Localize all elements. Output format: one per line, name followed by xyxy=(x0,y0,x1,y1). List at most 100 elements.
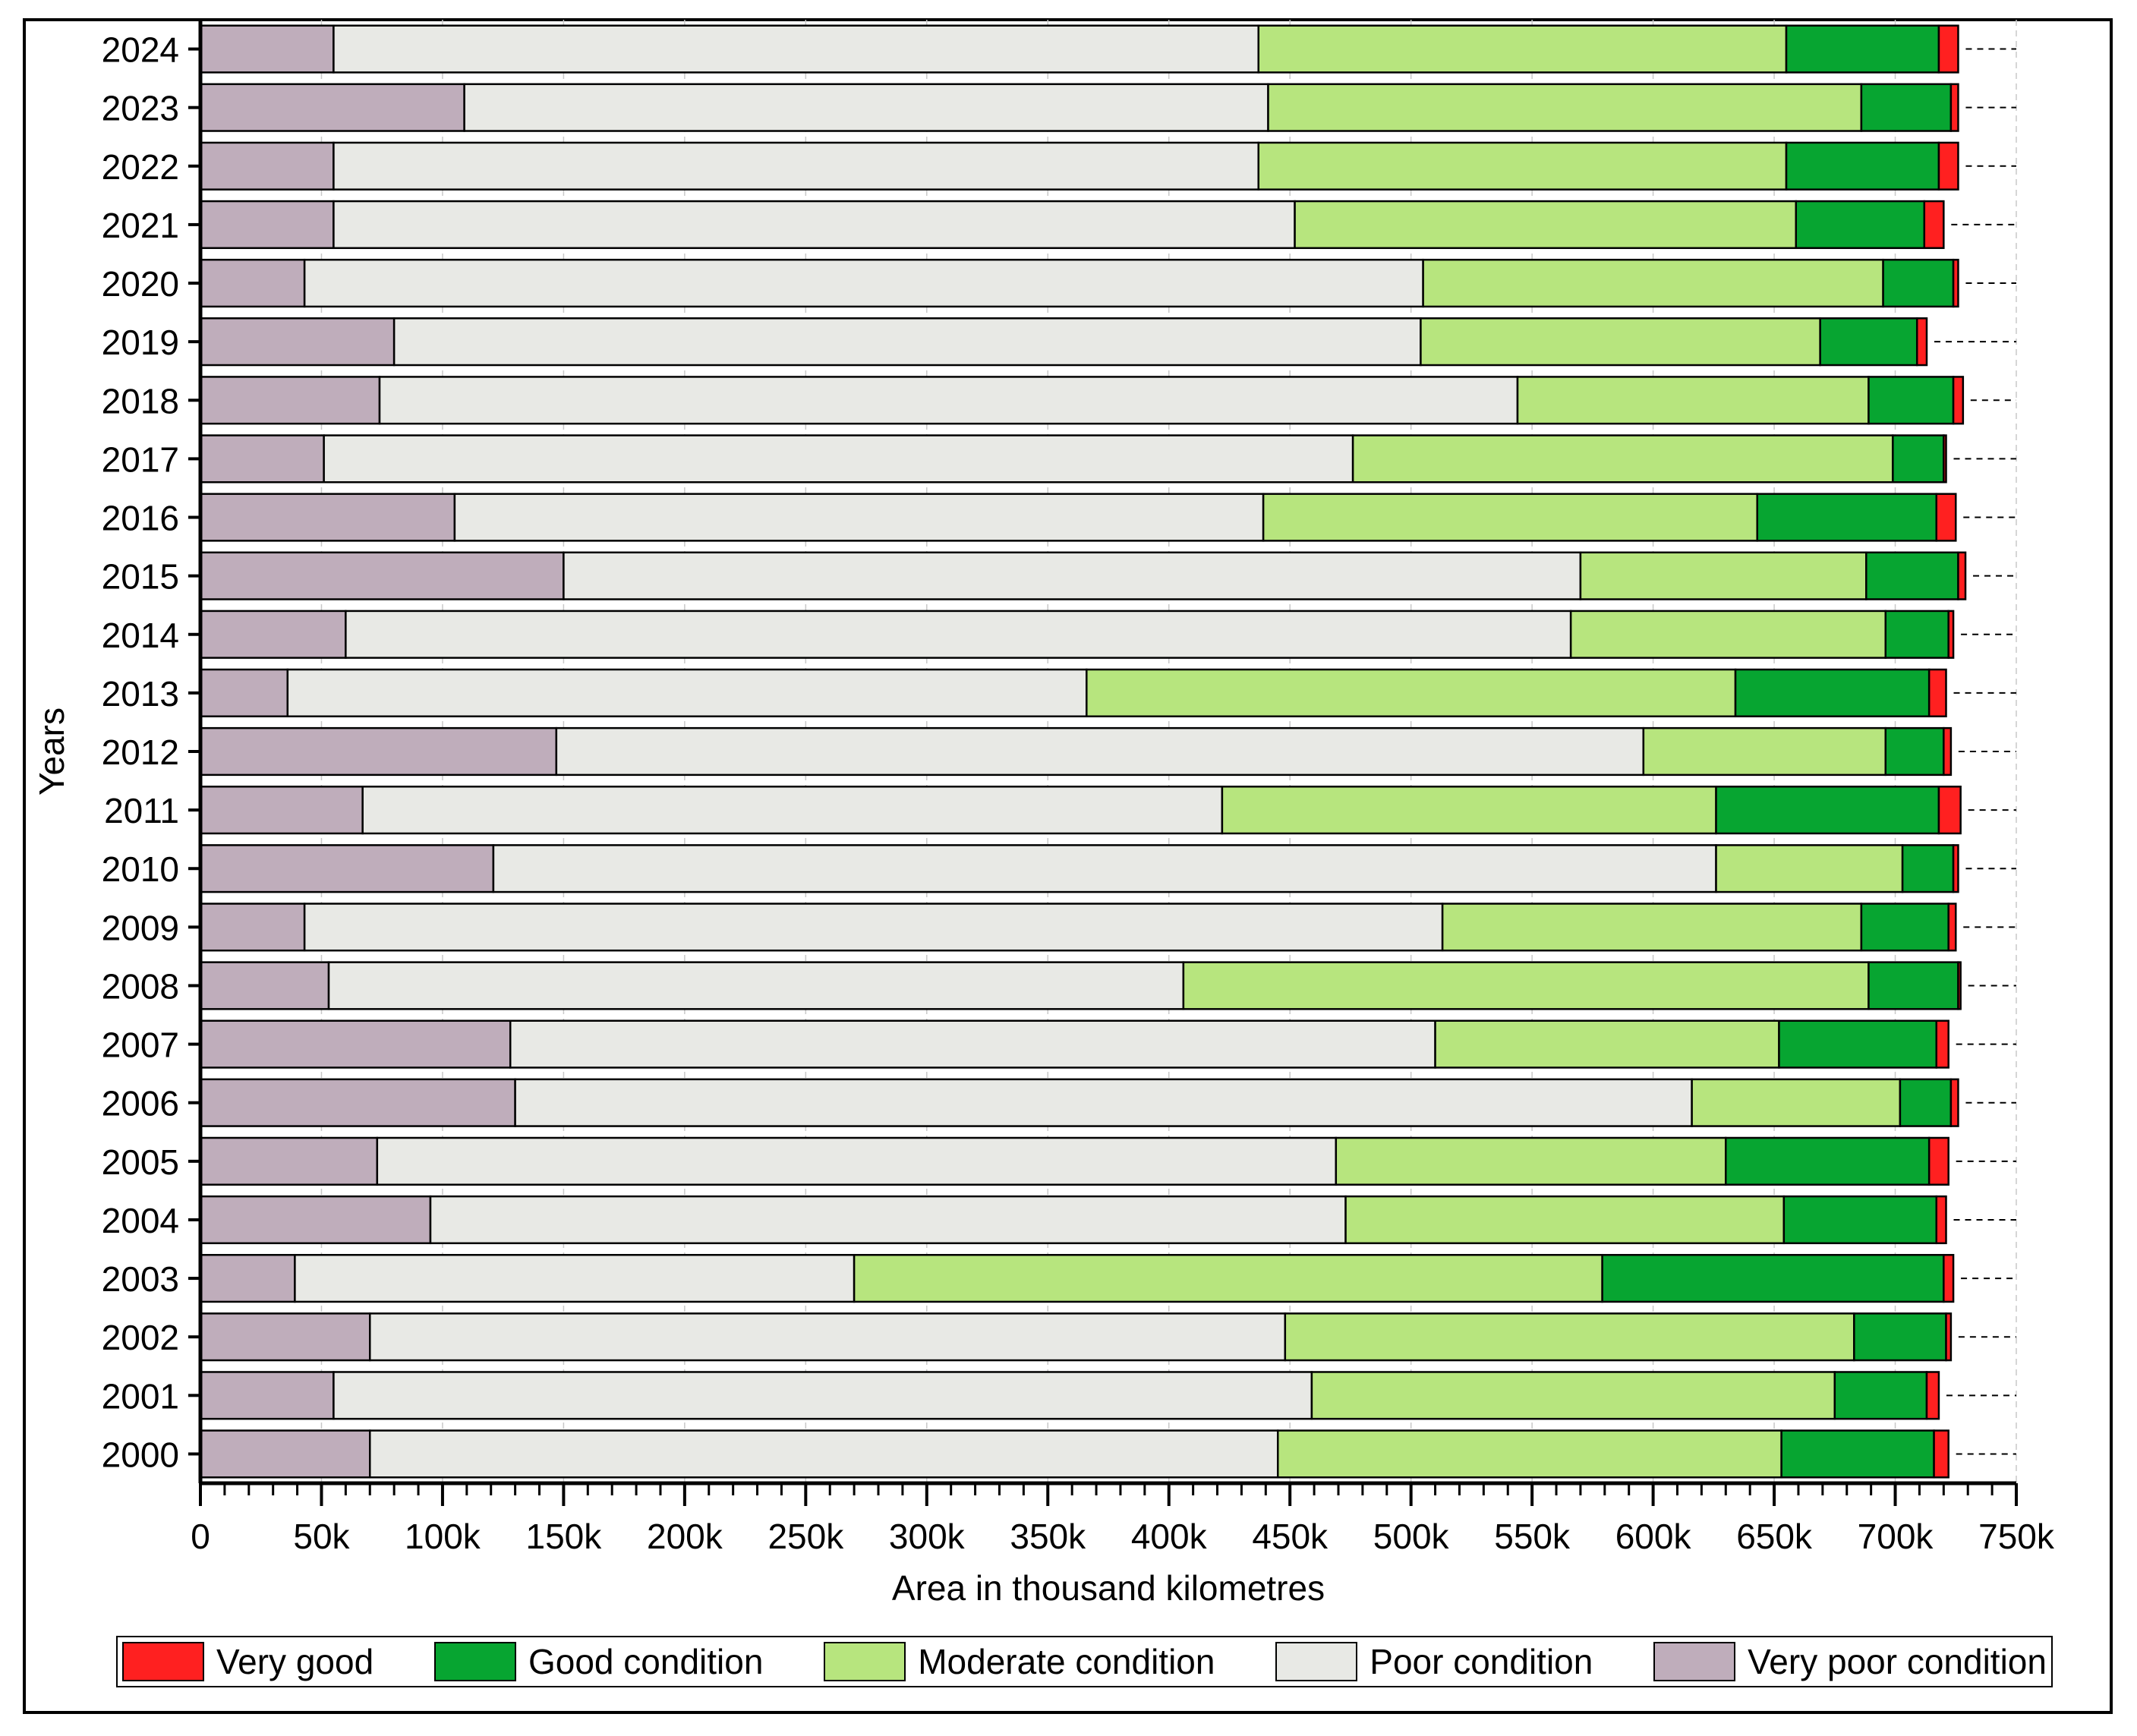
x-tick-label: 450k xyxy=(1252,1517,1329,1556)
year-label: 2000 xyxy=(102,1435,179,1474)
bar-very-good-2006 xyxy=(1949,1078,1959,1127)
x-tick-label: 250k xyxy=(767,1517,844,1556)
legend-label-poor-condition: Poor condition xyxy=(1370,1642,1593,1681)
year-label: 2020 xyxy=(102,264,179,304)
bar-very-good-2013 xyxy=(1927,668,1947,717)
legend-swatch-poor-condition xyxy=(1275,1642,1358,1681)
bar-very-good-2009 xyxy=(1947,903,1957,952)
year-label: 2014 xyxy=(102,616,179,655)
year-label: 2023 xyxy=(102,89,179,128)
bar-good-condition-2008 xyxy=(1868,961,1959,1010)
x-tick-label: 750k xyxy=(1978,1517,2055,1556)
year-label: 2006 xyxy=(102,1084,179,1123)
year-label: 2003 xyxy=(102,1259,179,1299)
bar-very-poor-condition-2023 xyxy=(199,83,465,132)
bar-poor-condition-2003 xyxy=(294,1253,856,1303)
bar-very-good-2012 xyxy=(1943,726,1953,777)
year-label: 2021 xyxy=(102,206,179,245)
bar-very-good-2017 xyxy=(1943,434,1947,484)
bar-poor-condition-2016 xyxy=(453,493,1265,542)
year-label: 2004 xyxy=(102,1201,179,1240)
x-tick-label: 400k xyxy=(1131,1517,1208,1556)
legend-label-moderate-condition: Moderate condition xyxy=(918,1642,1215,1681)
bar-moderate-condition-2014 xyxy=(1569,610,1887,659)
bar-very-poor-condition-2015 xyxy=(199,551,565,600)
bar-good-condition-2017 xyxy=(1892,434,1945,484)
bar-poor-condition-2019 xyxy=(392,317,1422,367)
bar-very-poor-condition-2022 xyxy=(199,141,335,191)
bar-poor-condition-2024 xyxy=(333,24,1259,74)
bar-moderate-condition-2011 xyxy=(1221,786,1717,835)
bar-very-good-2008 xyxy=(1957,961,1962,1010)
year-label: 2009 xyxy=(102,908,179,947)
bar-good-condition-2011 xyxy=(1715,786,1940,835)
x-tick-label: 300k xyxy=(889,1517,966,1556)
year-label: 2012 xyxy=(102,733,179,772)
x-tick-label: 500k xyxy=(1373,1517,1450,1556)
bar-moderate-condition-2012 xyxy=(1642,726,1887,777)
bar-poor-condition-2011 xyxy=(361,786,1224,835)
y-axis-title: Years xyxy=(32,707,71,796)
bar-very-poor-condition-2013 xyxy=(199,668,289,717)
bar-very-good-2010 xyxy=(1952,844,1959,893)
year-label: 2002 xyxy=(102,1318,179,1357)
bar-moderate-condition-2023 xyxy=(1267,83,1863,132)
year-label: 2010 xyxy=(102,849,179,889)
bar-poor-condition-2002 xyxy=(369,1312,1287,1362)
x-tick-label: 50k xyxy=(293,1517,350,1556)
legend-label-very-poor-condition: Very poor condition xyxy=(1748,1642,2047,1681)
bar-poor-condition-2005 xyxy=(376,1136,1338,1186)
bar-very-good-2004 xyxy=(1935,1195,1947,1245)
bar-moderate-condition-2016 xyxy=(1262,493,1758,542)
bar-very-poor-condition-2024 xyxy=(199,24,335,74)
year-label: 2024 xyxy=(102,30,179,70)
bar-very-good-2011 xyxy=(1937,786,1962,835)
bar-very-good-2014 xyxy=(1947,610,1955,659)
x-tick-label: 100k xyxy=(405,1517,481,1556)
bar-poor-condition-2001 xyxy=(333,1371,1313,1420)
year-label: 2007 xyxy=(102,1026,179,1065)
bar-very-poor-condition-2001 xyxy=(199,1371,335,1420)
bar-very-good-2005 xyxy=(1927,1136,1949,1186)
bar-good-condition-2001 xyxy=(1833,1371,1928,1420)
bar-moderate-condition-2013 xyxy=(1086,668,1737,717)
bar-poor-condition-2017 xyxy=(323,434,1354,484)
x-tick-label: 550k xyxy=(1494,1517,1571,1556)
bar-very-good-2000 xyxy=(1933,1429,1949,1479)
bar-very-good-2024 xyxy=(1937,24,1959,74)
x-tick-label: 350k xyxy=(1010,1517,1086,1556)
x-tick-label: 150k xyxy=(526,1517,603,1556)
bar-good-condition-2014 xyxy=(1884,610,1949,659)
bar-moderate-condition-2008 xyxy=(1182,961,1870,1010)
bar-very-poor-condition-2011 xyxy=(199,786,364,835)
bar-very-good-2016 xyxy=(1935,493,1957,542)
year-label: 2001 xyxy=(102,1376,179,1416)
bar-poor-condition-2000 xyxy=(369,1429,1279,1479)
legend-swatch-good-condition xyxy=(433,1642,516,1681)
bar-very-poor-condition-2014 xyxy=(199,610,347,659)
bar-moderate-condition-2002 xyxy=(1284,1312,1855,1362)
bar-very-poor-condition-2008 xyxy=(199,961,330,1010)
bar-good-condition-2007 xyxy=(1778,1019,1938,1069)
bar-very-poor-condition-2017 xyxy=(199,434,325,484)
legend-swatch-very-poor-condition xyxy=(1653,1642,1736,1681)
year-label: 2017 xyxy=(102,440,179,479)
bar-moderate-condition-2015 xyxy=(1579,551,1868,600)
bar-moderate-condition-2004 xyxy=(1344,1195,1786,1245)
bar-poor-condition-2022 xyxy=(333,141,1259,191)
bar-good-condition-2004 xyxy=(1782,1195,1938,1245)
bar-poor-condition-2021 xyxy=(333,200,1296,250)
bar-very-poor-condition-2009 xyxy=(199,903,306,952)
year-label: 2016 xyxy=(102,499,179,538)
bar-good-condition-2003 xyxy=(1601,1253,1945,1303)
bar-very-poor-condition-2020 xyxy=(199,258,306,308)
bar-good-condition-2005 xyxy=(1725,1136,1931,1186)
bar-good-condition-2013 xyxy=(1734,668,1931,717)
bar-poor-condition-2010 xyxy=(492,844,1717,893)
bar-poor-condition-2023 xyxy=(463,83,1269,132)
bar-good-condition-2010 xyxy=(1901,844,1955,893)
bar-good-condition-2016 xyxy=(1756,493,1938,542)
bar-poor-condition-2020 xyxy=(303,258,1424,308)
bar-very-poor-condition-2021 xyxy=(199,200,335,250)
legend-item-poor-condition: Poor condition xyxy=(1275,1641,1593,1682)
